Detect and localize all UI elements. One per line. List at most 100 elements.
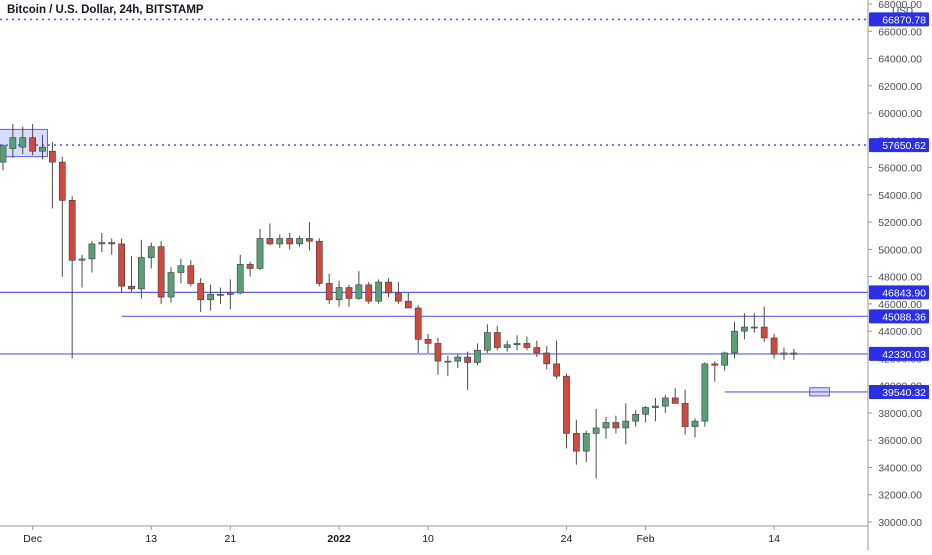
y-tick-label: 48000.00 (878, 272, 922, 284)
candle-body (434, 343, 442, 362)
candle-65 (642, 406, 649, 423)
price-badge-bg (869, 138, 929, 153)
candle-46 (454, 354, 462, 368)
x-tick-label: 14 (768, 533, 780, 545)
candle-64 (632, 410, 640, 427)
candle-body (39, 146, 46, 152)
candle-body (474, 349, 481, 363)
candle-22 (217, 287, 224, 304)
price-badge-4: 42330.03 (869, 346, 929, 361)
candle-body (0, 145, 7, 163)
candle-body (760, 326, 768, 339)
candle-body (414, 307, 422, 340)
candle-body (731, 330, 738, 354)
candle-42 (414, 305, 422, 353)
x-tick-label: 24 (561, 533, 573, 545)
candle-body (256, 238, 264, 269)
candle-body (19, 137, 27, 148)
candle-body (424, 339, 432, 344)
candle-35 (345, 284, 353, 307)
price-badge-label: 45088.36 (882, 311, 926, 323)
candle-body (306, 238, 313, 242)
candle-54 (533, 340, 541, 358)
price-badge-label: 39540.32 (882, 387, 926, 399)
candle-body (454, 356, 462, 362)
candle-40 (395, 282, 402, 304)
candle-body (187, 265, 195, 284)
candle-80 (790, 348, 798, 360)
candle-15 (147, 242, 155, 269)
candle-53 (523, 336, 531, 351)
candle-body (701, 363, 709, 422)
candle-18 (177, 258, 185, 284)
candle-13 (128, 256, 135, 292)
candle-24 (236, 254, 244, 295)
candle-20 (197, 277, 205, 313)
candle-60 (592, 408, 600, 479)
candle-body (721, 352, 729, 366)
candle-body (335, 287, 343, 301)
candle-body (572, 433, 580, 452)
candle-body (464, 356, 471, 363)
candle-body (750, 326, 758, 329)
y-tick-labels: 30000.00 32000.00 34000.00 36000.00 38000.00… (868, 0, 922, 529)
candle-body (118, 243, 125, 287)
candle-45 (444, 355, 452, 377)
candle-79 (780, 347, 788, 360)
price-badge-2: 46843.90 (869, 285, 929, 300)
candle-5 (49, 141, 56, 209)
candle-8 (78, 254, 86, 288)
candle-19 (187, 260, 195, 287)
x-tick-label: 10 (422, 533, 434, 545)
y-tick-label: 36000.00 (878, 435, 922, 447)
candle-body (128, 285, 135, 290)
candle-14 (138, 239, 145, 299)
candle-17 (167, 267, 175, 303)
candle-43 (424, 333, 432, 353)
candle-body (543, 352, 551, 365)
candle-body (602, 422, 610, 429)
candle-56 (553, 340, 560, 379)
candle-33 (325, 273, 333, 304)
candle-3 (29, 123, 36, 156)
candle-36 (355, 271, 363, 300)
candle-71 (701, 362, 709, 427)
price-badge-bg (869, 309, 929, 324)
candle-29 (286, 233, 294, 250)
candle-body (395, 292, 402, 302)
candle-10 (98, 233, 106, 253)
candle-76 (750, 313, 758, 333)
candle-11 (108, 238, 116, 255)
candle-25 (246, 261, 254, 277)
candle-37 (365, 282, 373, 304)
x-tick-label: Feb (637, 533, 655, 545)
y-tick-label: 52000.00 (878, 217, 922, 229)
y-tick-label: 46000.00 (878, 299, 922, 311)
candle-61 (602, 417, 610, 439)
candle-body (582, 433, 590, 452)
candle-21 (207, 284, 214, 311)
candle-32 (315, 238, 323, 287)
candle-body (622, 420, 630, 429)
candle-75 (741, 313, 748, 340)
candle-body (661, 397, 669, 407)
candle-73 (721, 351, 729, 371)
candle-body (592, 427, 600, 434)
candle-body (296, 238, 303, 245)
candle-62 (612, 415, 620, 434)
candle-74 (731, 321, 738, 359)
price-badge-label: 46843.90 (882, 287, 926, 299)
y-tick-label: 34000.00 (878, 462, 922, 474)
y-tick-label: 60000.00 (878, 108, 922, 120)
candle-47 (464, 351, 471, 390)
candle-0 (0, 144, 7, 171)
candle-1 (9, 123, 17, 159)
candle-body (741, 326, 748, 332)
candle-58 (572, 419, 580, 465)
candle-body (266, 238, 274, 245)
candle-body (533, 347, 541, 354)
price-badge-bg (869, 346, 929, 361)
x-tick-label: 21 (225, 533, 237, 545)
